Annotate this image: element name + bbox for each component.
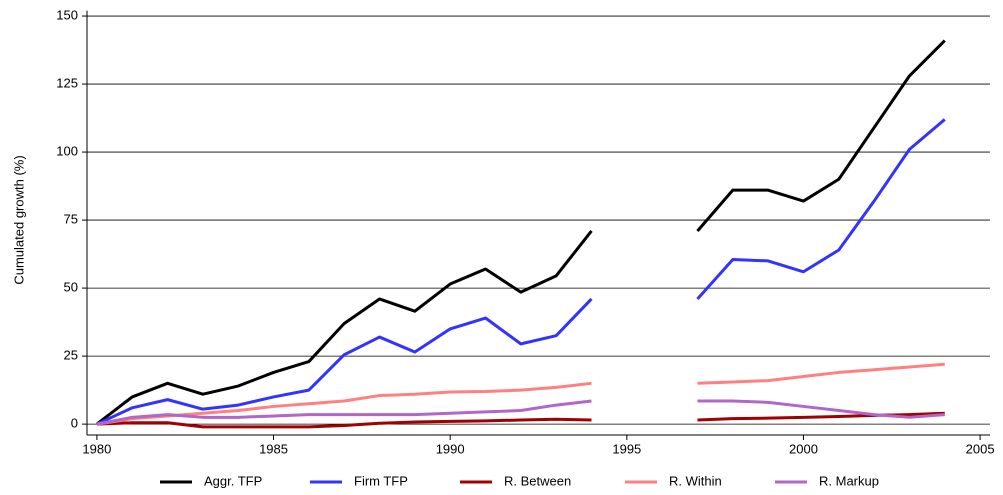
x-tick-label: 2000	[789, 441, 818, 456]
y-tick-label: 75	[64, 212, 78, 227]
series-line	[96, 362, 945, 426]
x-tick-label: 2005	[966, 441, 995, 456]
legend-label: Aggr. TFP	[204, 473, 262, 488]
y-tick-label: 150	[56, 7, 78, 22]
series-line	[96, 399, 945, 426]
x-tick-label: 1995	[612, 441, 641, 456]
y-tick-label: 125	[56, 75, 78, 90]
x-tick-label: 1990	[436, 441, 465, 456]
x-tick-label: 1985	[259, 441, 288, 456]
series-line	[95, 39, 946, 426]
legend-label: R. Within	[669, 473, 722, 488]
series-line	[96, 118, 946, 426]
legend-label: R. Between	[504, 473, 571, 488]
legend-label: R. Markup	[819, 473, 879, 488]
y-tick-label: 25	[64, 348, 78, 363]
legend-label: Firm TFP	[354, 473, 408, 488]
y-tick-label: 100	[56, 144, 78, 159]
series-line	[96, 411, 945, 429]
y-axis-label: Cumulated growth (%)	[11, 155, 26, 284]
y-tick-label: 0	[71, 416, 78, 431]
y-tick-label: 50	[64, 280, 78, 295]
x-tick-label: 1980	[82, 441, 111, 456]
